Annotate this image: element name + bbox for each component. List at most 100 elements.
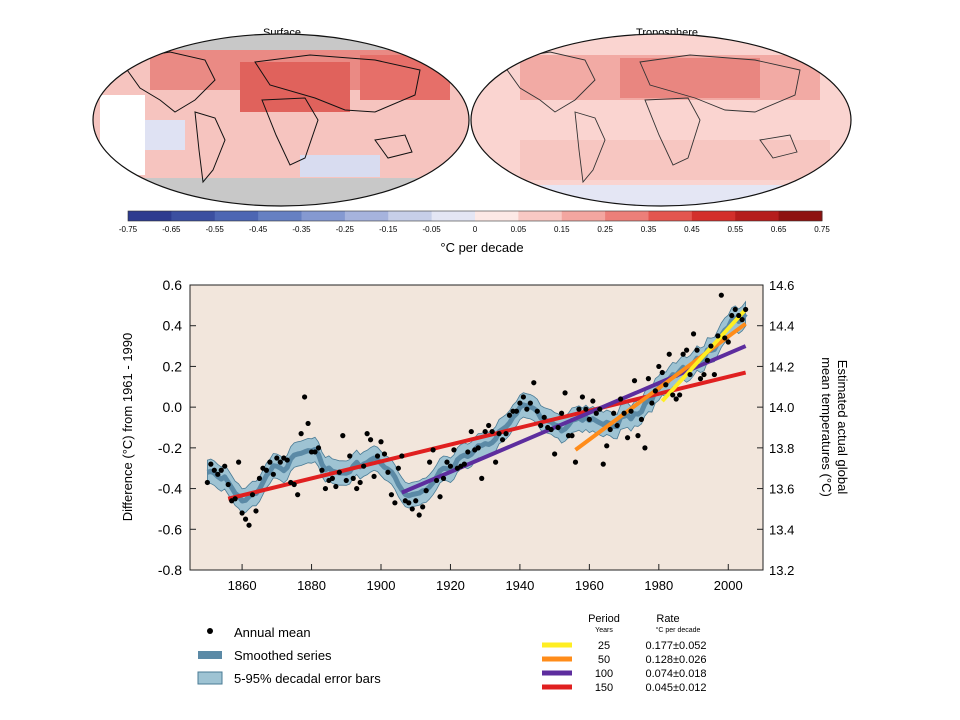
- annual-mean-point: [670, 392, 676, 398]
- annual-mean-point: [267, 459, 273, 465]
- x-tick-label: 1860: [228, 578, 257, 593]
- annual-mean-point: [430, 447, 436, 453]
- x-tick-label: 2000: [714, 578, 743, 593]
- colorbar-tick-label: 0: [473, 225, 478, 234]
- annual-mean-point: [215, 471, 221, 477]
- annual-mean-point: [468, 428, 474, 435]
- annual-mean-point: [354, 485, 360, 492]
- annual-mean-point: [680, 351, 686, 357]
- annual-mean-point: [350, 475, 356, 481]
- annual-mean-point: [743, 306, 749, 313]
- annual-mean-point: [291, 481, 297, 488]
- y2-tick-label: 13.4: [769, 522, 794, 537]
- legend-rate-25: 0.177±0.052: [645, 640, 706, 652]
- annual-mean-point: [246, 522, 252, 528]
- annual-mean-point: [218, 467, 224, 473]
- annual-mean-point: [343, 477, 349, 484]
- annual-mean-point: [381, 451, 388, 457]
- annual-mean-point: [538, 422, 544, 429]
- annual-mean-point: [652, 388, 658, 394]
- annual-mean-point: [357, 479, 363, 486]
- annual-mean-point: [611, 410, 617, 416]
- colorbar-swatch: [605, 211, 649, 221]
- annual-mean-point: [531, 380, 537, 386]
- annual-mean-point: [572, 459, 579, 465]
- axes-layer: 1860 1880 1900 1920 1940 1960 1980 2000 0.6 0.4 0.…: [158, 277, 794, 593]
- y-tick-label: 0.4: [163, 318, 183, 334]
- annual-mean-point: [242, 516, 249, 522]
- legend-period-25: 25: [598, 640, 610, 652]
- annual-mean-point: [461, 461, 467, 467]
- legend-error-swatch: [197, 671, 223, 685]
- annual-mean-point: [447, 463, 454, 469]
- colorbar-tick-label: 0.25: [597, 225, 613, 234]
- annual-mean-point: [249, 492, 256, 498]
- annual-mean-point: [416, 512, 422, 518]
- annual-mean-point: [618, 396, 624, 402]
- annual-mean-point: [475, 445, 481, 451]
- annual-mean-point: [395, 465, 401, 471]
- annual-mean-point: [722, 335, 728, 341]
- surface-map: [93, 34, 469, 206]
- annual-mean-point: [555, 424, 561, 431]
- legend-period-150: 150: [595, 682, 613, 694]
- colorbar-swatch: [778, 211, 823, 221]
- y-tick-label: -0.4: [158, 481, 182, 497]
- annual-mean-point: [409, 506, 415, 512]
- annual-mean-point: [694, 347, 700, 353]
- colorbar-swatch: [431, 211, 476, 221]
- surface-map-border: [92, 33, 470, 207]
- annual-mean-point: [374, 453, 381, 459]
- annual-mean-point: [440, 475, 447, 481]
- annual-mean-point: [437, 494, 443, 500]
- annual-mean-point: [604, 443, 610, 449]
- annual-mean-point: [496, 431, 502, 437]
- y2-tick-label: 13.6: [769, 482, 794, 497]
- plot-layer: [204, 292, 749, 528]
- annual-mean-point: [204, 479, 210, 486]
- annual-mean-point: [319, 467, 325, 473]
- annual-mean-point: [718, 292, 724, 298]
- annual-mean-point: [558, 410, 565, 416]
- annual-mean-point: [701, 371, 707, 378]
- annual-mean-point: [586, 416, 592, 422]
- annual-mean-point: [499, 437, 506, 443]
- annual-mean-point: [663, 382, 669, 388]
- annual-mean-point: [489, 428, 495, 435]
- annual-mean-point: [548, 426, 554, 433]
- colorbar-tick-label: -0.75: [119, 225, 138, 234]
- annual-mean-point: [621, 410, 627, 416]
- colorbar-swatch: [735, 211, 780, 221]
- colorbar-tick-label: -0.45: [249, 225, 268, 234]
- legend-smoothed-swatch: [198, 651, 222, 659]
- trend-line-50: [574, 322, 747, 452]
- troposphere-map: [471, 34, 851, 206]
- trend-line-25: [660, 308, 748, 403]
- x-tick-label: 1920: [436, 578, 465, 593]
- colorbar-tick-label: -0.25: [336, 225, 355, 234]
- annual-mean-point: [666, 351, 672, 357]
- legend-rate-header: Rate: [656, 613, 679, 625]
- annual-mean-point: [732, 306, 738, 313]
- legend-period-100: 100: [595, 668, 613, 680]
- colorbar-tick-label: 0.65: [771, 225, 787, 234]
- annual-mean-point: [684, 347, 690, 353]
- annual-mean-point: [690, 331, 697, 337]
- annual-mean-point: [347, 453, 353, 459]
- annual-mean-point: [277, 459, 283, 465]
- annual-mean-point: [399, 453, 405, 459]
- legend-annual-mean-label: Annual mean: [234, 625, 311, 640]
- annual-mean-point: [624, 435, 631, 441]
- legend-rate-50: 0.128±0.026: [645, 654, 706, 666]
- annual-mean-point: [270, 471, 276, 477]
- annual-mean-point: [482, 428, 488, 435]
- colorbar-tick-label: 0.35: [641, 225, 657, 234]
- colorbar-swatch: [475, 211, 519, 221]
- x-tick-label: 1960: [575, 578, 604, 593]
- x-tick-label: 1880: [297, 578, 326, 593]
- y2-tick-label: 14.0: [769, 400, 794, 415]
- colorbar-tick-label: 0.45: [684, 225, 700, 234]
- y2-tick-label: 14.6: [769, 278, 794, 293]
- colorbar-swatch: [518, 211, 563, 221]
- legend-rate-150: 0.045±0.012: [645, 682, 706, 694]
